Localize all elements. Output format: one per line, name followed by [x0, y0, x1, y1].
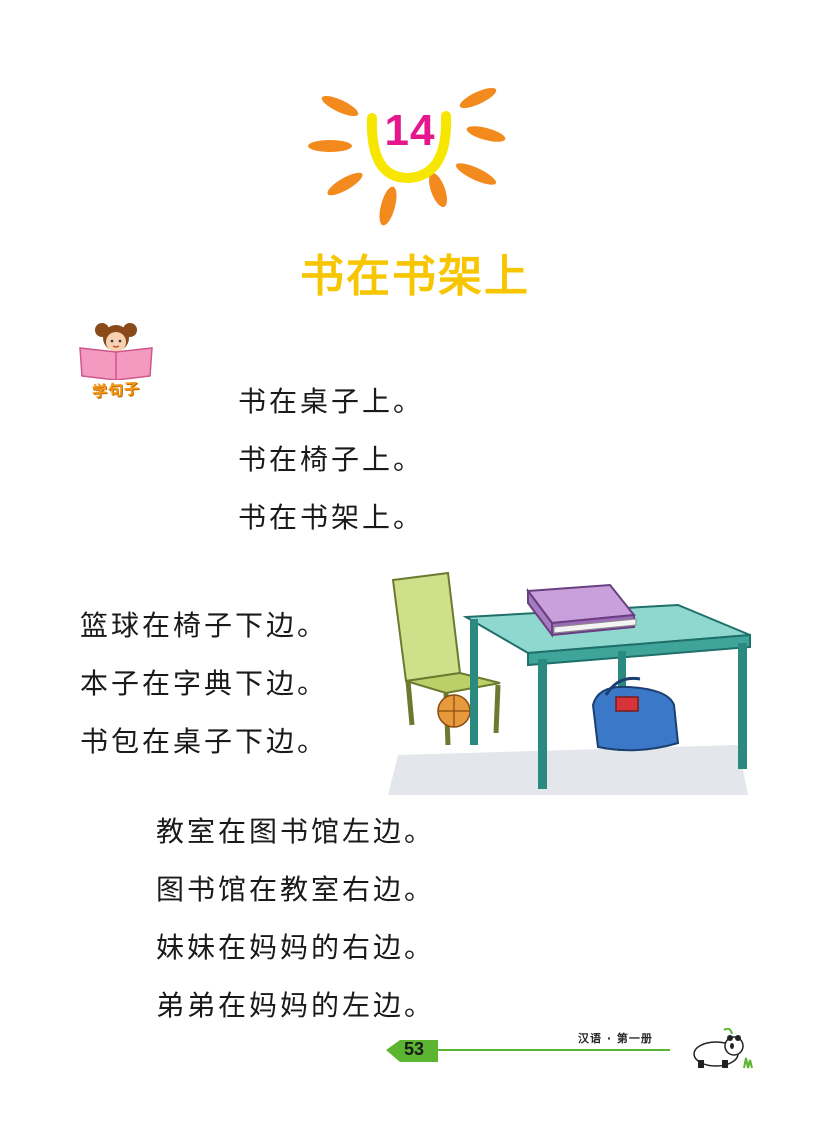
sentence-3-1: 教室在图书馆左边。: [156, 815, 436, 848]
sentence-1-2: 书在椅子上。: [238, 443, 425, 476]
sentence-3-2: 图书馆在教室右边。: [156, 873, 436, 906]
classroom-illustration: [378, 555, 758, 795]
basketball-icon: [437, 694, 471, 728]
girl-reading-icon: [79, 323, 153, 381]
sentence-3-3: 妹妹在妈妈的右边。: [156, 931, 436, 964]
section-tag: 学句子: [72, 318, 172, 408]
schoolbag-icon: [591, 676, 680, 752]
lesson-title: 书在书架上: [300, 251, 530, 302]
page-footer: 53 汉语 · 第一册: [380, 1028, 760, 1078]
sentence-2-1: 篮球在椅子下边。: [80, 609, 329, 642]
sentence-2-2: 本子在字典下边。: [80, 667, 329, 700]
sun-icon: [308, 87, 506, 226]
panda-icon: [693, 1028, 753, 1069]
section-tag-label: 学句子: [91, 379, 141, 401]
lesson-badge: 14: [300, 78, 520, 238]
sentence-2-3: 书包在桌子下边。: [80, 725, 329, 758]
page-number: 53: [403, 1039, 425, 1059]
book-icon: [526, 583, 637, 638]
table-chair-illustration: [388, 571, 751, 795]
chair-icon: [391, 571, 501, 746]
sentence-1-1: 书在桌子上。: [238, 385, 425, 418]
book-title: 汉语 · 第一册: [578, 1032, 653, 1045]
sentence-1-3: 书在书架上。: [238, 501, 425, 534]
sentence-3-4: 弟弟在妈妈的左边。: [156, 989, 436, 1022]
lesson-number: 14: [384, 106, 436, 155]
